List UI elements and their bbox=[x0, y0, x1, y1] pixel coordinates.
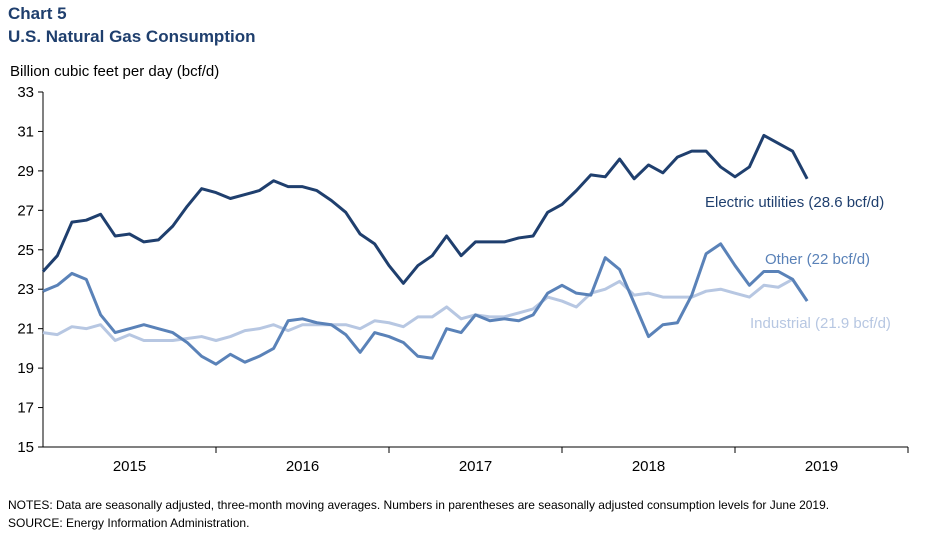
x-tick-label: 2016 bbox=[286, 458, 319, 475]
y-tick-label: 31 bbox=[17, 123, 34, 140]
y-tick-label: 27 bbox=[17, 202, 34, 219]
y-axis-label: Billion cubic feet per day (bcf/d) bbox=[10, 63, 219, 80]
x-tick-label: 2017 bbox=[459, 458, 492, 475]
y-tick-label: 15 bbox=[17, 439, 34, 456]
y-tick-label: 33 bbox=[17, 84, 34, 101]
x-tick-label: 2019 bbox=[805, 458, 838, 475]
notes: NOTES: Data are seasonally adjusted, thr… bbox=[8, 498, 829, 512]
chart-subtitle: U.S. Natural Gas Consumption bbox=[8, 27, 255, 46]
series-annotation: Electric utilities (28.6 bcf/d) bbox=[705, 194, 884, 211]
y-tick-label: 23 bbox=[17, 281, 34, 298]
y-tick-label: 17 bbox=[17, 400, 34, 417]
series-annotation: Industrial (21.9 bcf/d) bbox=[750, 315, 891, 332]
source: SOURCE: Energy Information Administratio… bbox=[8, 516, 249, 530]
line-series bbox=[42, 277, 809, 342]
y-tick-label: 29 bbox=[17, 163, 34, 180]
x-tick-label: 2015 bbox=[113, 458, 146, 475]
line-series bbox=[41, 133, 809, 285]
y-tick-label: 19 bbox=[17, 360, 34, 377]
chart-title: Chart 5 bbox=[8, 4, 67, 23]
series-annotation: Other (22 bcf/d) bbox=[765, 251, 870, 268]
x-tick-label: 2018 bbox=[632, 458, 665, 475]
y-tick-label: 25 bbox=[17, 242, 34, 259]
y-tick-label: 21 bbox=[17, 321, 34, 338]
line-series bbox=[42, 242, 809, 366]
